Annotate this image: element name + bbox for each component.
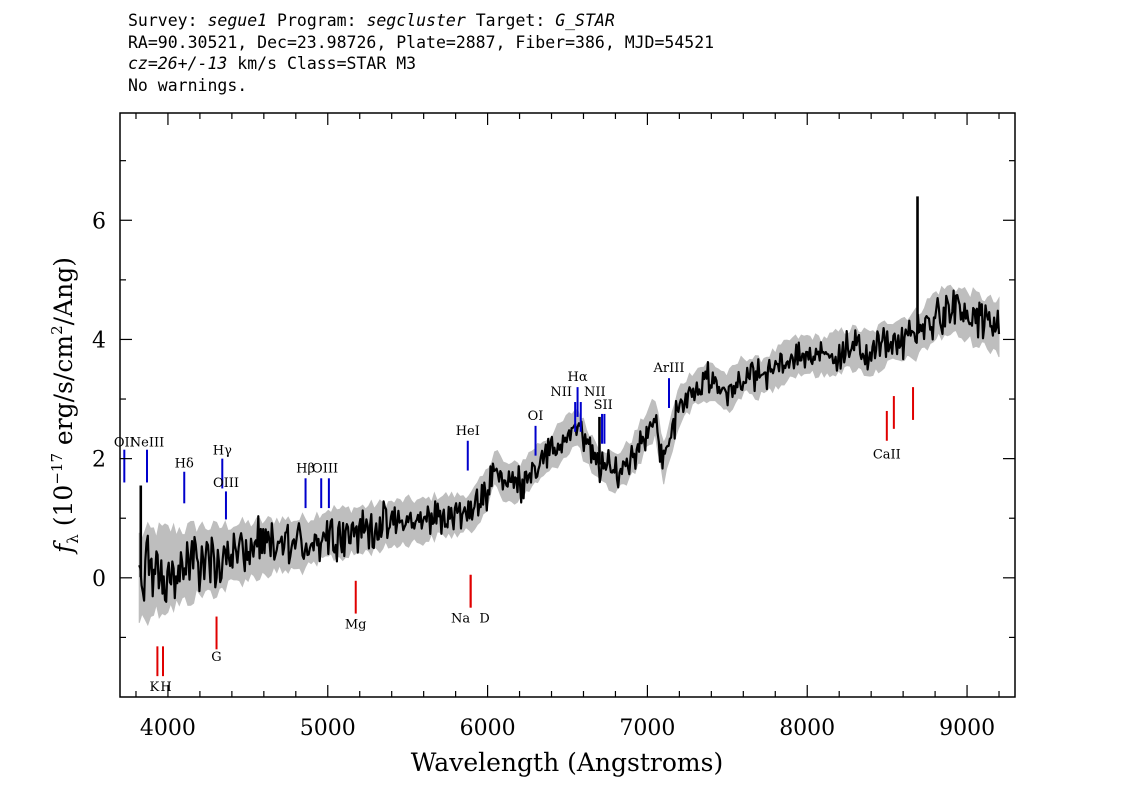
absorption-label: D (479, 612, 489, 627)
y-tick-label: 0 (92, 567, 106, 592)
emission-label: Hβ (296, 461, 315, 476)
x-axis-title: Wavelength (Angstroms) (411, 748, 723, 777)
emission-label: NeIII (130, 436, 164, 451)
emission-label: ArIII (652, 361, 684, 376)
emission-label: NII (550, 385, 572, 400)
emission-label: Hγ (213, 444, 232, 459)
y-title-lambda: λ (64, 534, 82, 544)
axes-layer: 4000 5000 6000 7000 8000 9000 0 2 4 6 (92, 112, 1016, 741)
x-tick-label: 8000 (779, 716, 835, 741)
y-title-exp1: −17 (48, 453, 66, 485)
target-label: Target: (465, 11, 556, 30)
emission-label: NII (584, 385, 606, 400)
x-tick-label: 7000 (619, 716, 675, 741)
line-marker-layer: OIINeIIIHδHγOIIIHβHeIOIHαSIIArIIIOIIINII… (114, 361, 915, 695)
absorption-label: G (211, 650, 221, 665)
emission-label: OII (114, 436, 135, 451)
header-line-redshift: cz=26+/-13 km/s Class=STAR M3 (128, 53, 714, 75)
header-line-coordinates: RA=90.30521, Dec=23.98726, Plate=2887, F… (128, 32, 715, 52)
error-band (138, 284, 1000, 627)
y-title-f: f (49, 540, 78, 555)
x-tick-label: 4000 (140, 716, 196, 741)
emission-label: Hα (568, 370, 588, 385)
redshift-value: cz=26+/-13 (128, 54, 228, 73)
plot-frame (119, 112, 1016, 698)
target-value: G_STAR (555, 11, 615, 30)
absorption-label: CaII (873, 448, 901, 463)
y-tick-label: 4 (92, 328, 106, 353)
y-tick-label: 6 (92, 209, 106, 234)
absorption-label: Mg (345, 618, 367, 633)
survey-value: segue1 (207, 11, 268, 30)
x-tick-label: 6000 (460, 716, 516, 741)
absorption-label: H (160, 680, 171, 695)
program-value: segcluster (366, 11, 466, 30)
y-title-exp2: 2 (48, 325, 66, 335)
absorption-label: K (150, 680, 160, 695)
y-axis-title: fλ (10−17 erg/s/cm2/Ang) (48, 257, 82, 555)
survey-label: Survey: (128, 11, 208, 30)
absorption-label: Na (451, 612, 470, 627)
emission-label: OIII (312, 461, 338, 476)
program-label: Program: (267, 11, 367, 30)
emission-label: HeI (456, 424, 480, 439)
flux-layer (138, 196, 1001, 603)
spectrum-header: Survey: segue1 Program: segcluster Targe… (128, 10, 714, 96)
emission-label: SII (594, 398, 613, 413)
flux-line (138, 289, 1001, 603)
header-line-survey: Survey: segue1 Program: segcluster Targe… (128, 10, 714, 32)
y-title-part-a: (10 (49, 485, 78, 535)
y-title-part-c: /Ang) (49, 257, 78, 325)
emission-label: OI (528, 409, 544, 424)
x-tick-label: 5000 (300, 716, 356, 741)
error-band-layer (138, 284, 1000, 627)
emission-label: Hδ (175, 457, 194, 472)
y-title-part-b: erg/s/cm (49, 335, 78, 453)
x-tick-label: 9000 (939, 716, 995, 741)
emission-label: OIII (213, 476, 239, 491)
header-line-warnings: No warnings. (128, 75, 248, 95)
class-value: km/s Class=STAR M3 (227, 54, 417, 73)
y-tick-label: 2 (92, 448, 106, 473)
